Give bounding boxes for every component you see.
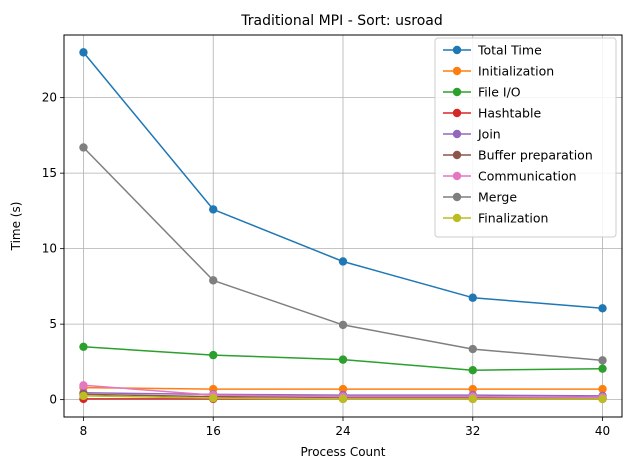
data-point-total-time: [598, 304, 607, 313]
y-tick-label: 15: [42, 166, 57, 180]
data-point-merge: [338, 320, 348, 330]
legend-marker: [452, 45, 462, 55]
legend-marker: [452, 66, 462, 76]
data-point-total-time: [468, 293, 477, 302]
data-point-file-i-o: [338, 355, 348, 364]
data-point-initialization: [468, 384, 477, 394]
series-finalization: [79, 391, 607, 404]
legend-marker: [452, 87, 462, 97]
legend-box: [434, 37, 617, 238]
x-tick-label: 24: [335, 424, 350, 438]
y-tick-label: 5: [49, 317, 57, 331]
legend: Total Time Initialization File I/O Hashtabl…: [434, 37, 617, 238]
legend-label: File I/O: [478, 85, 521, 100]
legend-label: Communication: [478, 169, 577, 184]
series-layer: [79, 48, 607, 404]
legend-label: Buffer preparation: [478, 148, 593, 163]
data-point-merge: [209, 276, 218, 285]
legend-label: Hashtable: [478, 106, 541, 121]
y-axis-label: Time (s): [9, 202, 23, 252]
x-axis-label: Process Count: [301, 445, 386, 459]
data-point-total-time: [209, 205, 218, 214]
x-tick-label: 16: [206, 424, 221, 438]
data-point-file-i-o: [468, 365, 477, 375]
data-point-initialization: [338, 384, 348, 394]
data-point-finalization: [79, 391, 88, 401]
legend-item-merge: Merge: [443, 190, 517, 205]
data-point-total-time: [79, 48, 88, 57]
legend-marker: [452, 129, 462, 139]
series-merge: [79, 143, 607, 365]
ticks: 8 16 24 32 40 0 5 10 15 20: [42, 91, 610, 438]
legend-marker: [452, 192, 462, 202]
y-tick-label: 20: [42, 91, 57, 105]
legend-label: Join: [477, 127, 501, 142]
legend-marker: [452, 150, 462, 160]
legend-item-join: Join: [443, 127, 501, 142]
x-tick-label: 8: [80, 424, 88, 438]
legend-label: Initialization: [478, 64, 554, 79]
legend-marker: [452, 171, 462, 181]
data-point-file-i-o: [209, 350, 218, 360]
data-point-finalization: [598, 394, 607, 404]
x-tick-label: 40: [595, 424, 610, 438]
data-point-total-time: [338, 257, 348, 266]
legend-item-initialization: Initialization: [443, 64, 554, 79]
legend-item-buffer-preparation: Buffer preparation: [443, 148, 593, 163]
legend-item-finalization: Finalization: [443, 211, 548, 226]
data-point-merge: [598, 356, 607, 365]
legend-marker: [452, 108, 462, 118]
legend-label: Total Time: [477, 43, 542, 58]
data-point-finalization: [468, 394, 477, 404]
data-point-merge: [468, 344, 477, 354]
legend-label: Finalization: [478, 211, 548, 226]
y-tick-label: 10: [42, 242, 57, 256]
legend-item-communication: Communication: [443, 169, 577, 184]
data-point-file-i-o: [79, 342, 88, 351]
x-tick-label: 32: [465, 424, 480, 438]
data-point-file-i-o: [598, 364, 607, 373]
y-tick-label: 0: [49, 393, 57, 407]
data-point-merge: [79, 143, 88, 152]
legend-marker: [452, 213, 462, 223]
legend-item-hashtable: Hashtable: [443, 106, 541, 121]
series-total-time: [79, 48, 607, 313]
series-file-i-o: [79, 342, 607, 375]
legend-item-total-time: Total Time: [443, 43, 542, 58]
chart-title: Traditional MPI - Sort: usroad: [240, 13, 442, 29]
data-point-initialization: [598, 384, 607, 394]
data-point-communication: [79, 381, 88, 390]
data-point-finalization: [209, 393, 218, 403]
legend-item-file-i-o: File I/O: [443, 85, 521, 100]
legend-label: Merge: [478, 190, 517, 205]
data-point-finalization: [338, 394, 348, 404]
